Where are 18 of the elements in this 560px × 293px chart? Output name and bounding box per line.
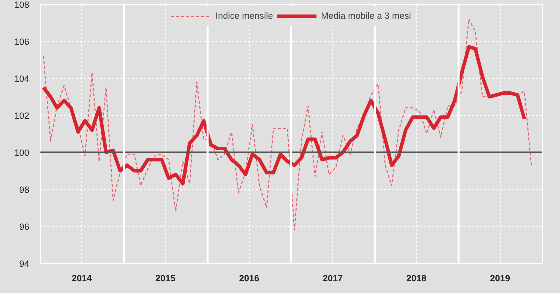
x-tick-label: 2015 — [156, 274, 176, 284]
y-tick-label: 104 — [14, 74, 30, 84]
y-tick-label: 106 — [14, 37, 30, 47]
x-tick-label: 2016 — [239, 274, 260, 284]
line-series — [43, 18, 532, 231]
y-tick-label: 102 — [14, 111, 30, 121]
y-tick-label: 94 — [19, 259, 30, 269]
y-tick-label: 96 — [19, 222, 30, 232]
x-tick-label: 2017 — [322, 274, 344, 284]
line-series — [42, 45, 526, 186]
legend-label: Media mobile a 3 mesi — [321, 11, 412, 21]
x-tick-label: 2019 — [490, 274, 510, 284]
legend-label: Indice mensile — [216, 11, 274, 21]
y-tick-label: 108 — [14, 0, 30, 10]
x-tick-label: 2014 — [72, 274, 92, 284]
y-tick-label: 100 — [14, 148, 30, 158]
x-tick-label: 2018 — [406, 274, 427, 284]
y-tick-label: 98 — [19, 185, 30, 195]
